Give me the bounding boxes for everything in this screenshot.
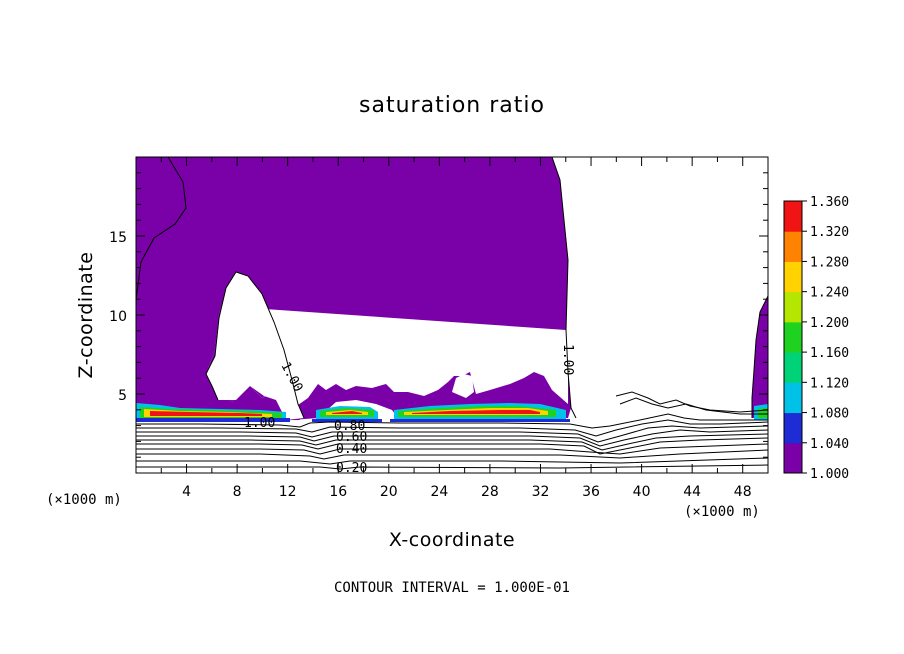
x-tick-label: 16 <box>329 484 347 500</box>
colorbar-segment <box>784 442 802 474</box>
x-tick-label: 32 <box>532 484 550 500</box>
contour-label: 0.20 <box>336 461 367 476</box>
x-tick-label: 40 <box>633 484 651 500</box>
colorbar-label: 1.360 <box>810 195 849 210</box>
y-axis-label: Z-coordinate <box>75 252 97 379</box>
colorbar-frame <box>783 200 803 474</box>
x-tick-label: 20 <box>380 484 398 500</box>
moist-band-red <box>150 410 540 416</box>
colorbar-label: 1.120 <box>810 376 849 391</box>
saturation-contour-outline <box>136 157 768 419</box>
white-hole-right <box>552 157 768 418</box>
x-tick-label: 4 <box>182 484 191 500</box>
contour-label: 0.80 <box>334 419 365 434</box>
colorbar-segment <box>784 231 802 262</box>
colorbar-label: 1.240 <box>810 286 849 301</box>
plot-area <box>136 157 768 470</box>
chart-title: saturation ratio <box>359 93 545 118</box>
white-hole-small <box>452 374 474 398</box>
colorbar-segment <box>784 261 802 293</box>
x-tick-label: 28 <box>481 484 499 500</box>
colorbar-segment <box>784 291 802 323</box>
purple-region-left <box>136 157 186 300</box>
colorbar-segment <box>784 412 802 444</box>
colorbar-segment <box>784 321 802 353</box>
purple-region-lower <box>136 256 300 422</box>
colorbar-label: 1.200 <box>810 316 849 331</box>
moist-band-blue <box>136 418 570 422</box>
purple-region-right <box>752 296 768 418</box>
x-axis-label: X-coordinate <box>389 529 515 551</box>
colorbar-segment <box>784 201 802 232</box>
colorbar-segment <box>784 352 802 383</box>
colorbar-segment <box>784 382 802 414</box>
contour-label: 0.60 <box>336 430 367 445</box>
contour-label: 0.40 <box>336 442 367 457</box>
white-hole-central <box>206 272 304 420</box>
y-tick-label: 15 <box>109 230 127 246</box>
colorbar: 1.000 1.040 1.080 1.120 1.160 1.200 1.240 1.280… <box>783 195 849 482</box>
x-tick-label: 48 <box>734 484 752 500</box>
contour-label: 1.00 <box>244 416 275 431</box>
colorbar-label: 1.080 <box>810 407 849 422</box>
x-tick-label: 44 <box>683 484 701 500</box>
colorbar-label: 1.000 <box>810 467 849 482</box>
colorbar-label: 1.040 <box>810 437 849 452</box>
colorbar-label: 1.280 <box>810 255 849 270</box>
colorbar-label: 1.320 <box>810 225 849 240</box>
x-tick-label: 12 <box>279 484 297 500</box>
contour-interval-note: CONTOUR INTERVAL = 1.000E-01 <box>334 580 570 596</box>
y-tick-label: 5 <box>118 388 127 404</box>
x-axis: 4 8 12 16 20 24 28 32 36 40 44 48 <box>160 157 752 500</box>
contour-lines <box>136 391 768 470</box>
x-tick-label: 36 <box>582 484 600 500</box>
x-end-unit: (×1000 m) <box>684 504 760 520</box>
x-tick-label: 24 <box>430 484 448 500</box>
x-origin-unit: (×1000 m) <box>46 492 122 508</box>
y-tick-label: 10 <box>109 309 127 325</box>
y-axis: 5 10 15 <box>109 172 768 458</box>
colorbar-label: 1.160 <box>810 346 849 361</box>
contour-label: 1.00 <box>560 344 575 375</box>
x-tick-label: 8 <box>233 484 242 500</box>
